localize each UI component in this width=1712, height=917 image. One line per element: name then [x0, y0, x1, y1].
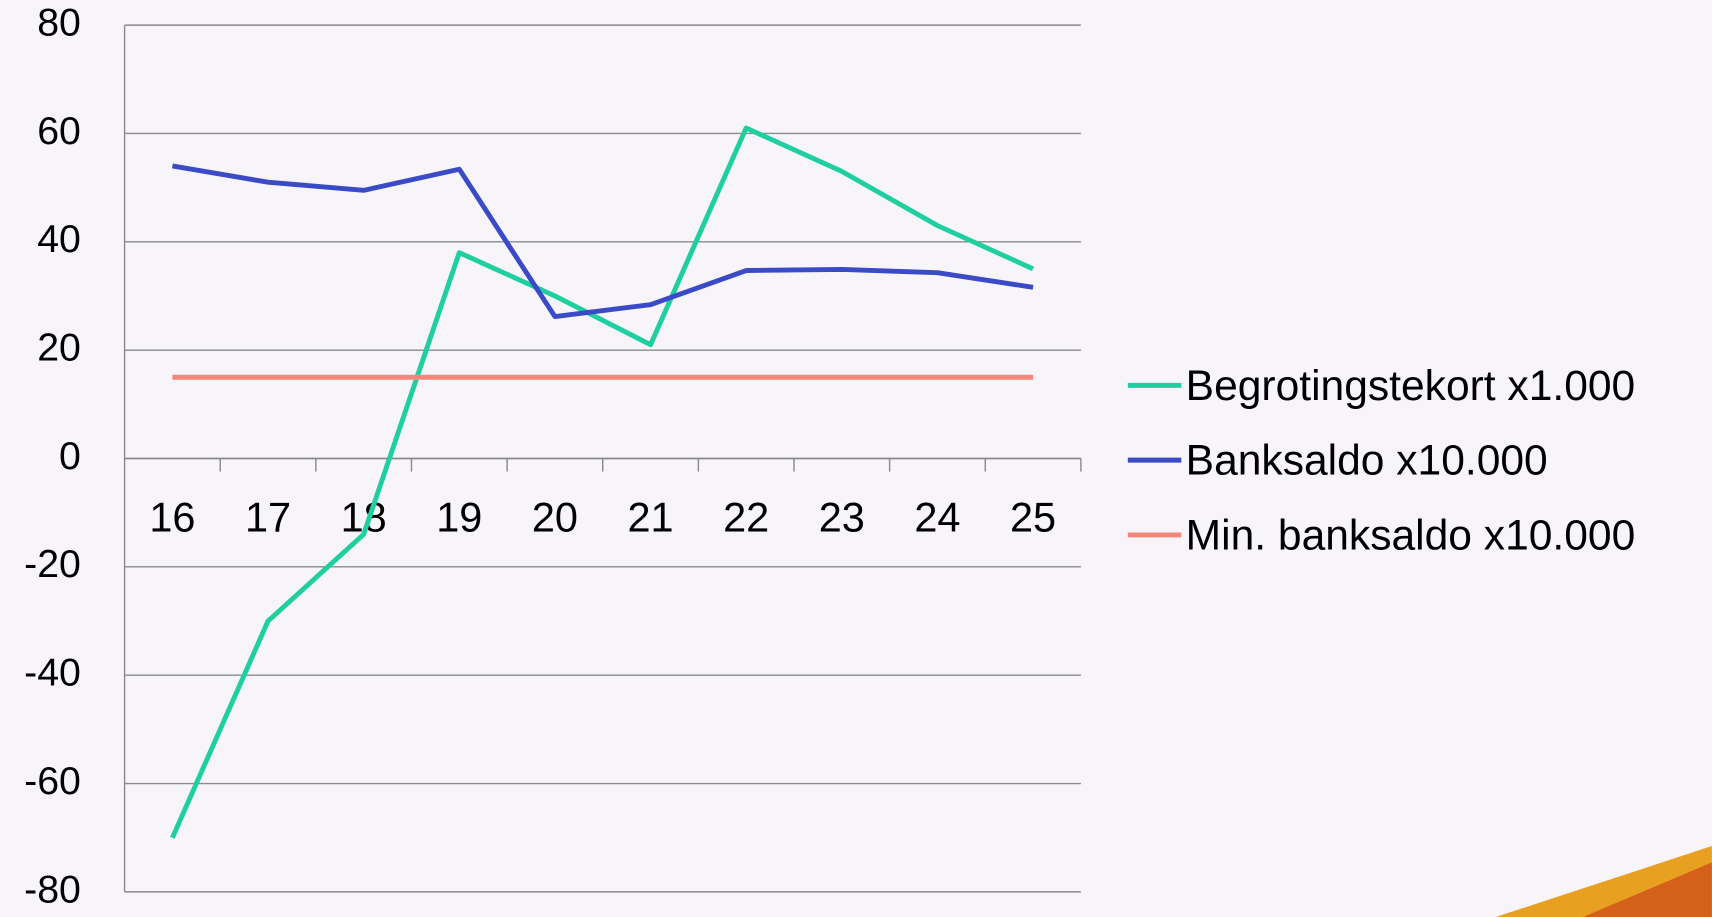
y-tick-label: -80: [24, 867, 81, 911]
y-tick-label: 80: [37, 0, 81, 44]
y-tick-label: 20: [37, 326, 81, 370]
chart: -80-60-40-200204060801617181920212223242…: [0, 0, 1712, 917]
page: -80-60-40-200204060801617181920212223242…: [0, 0, 1712, 917]
x-tick-label: 23: [819, 494, 865, 541]
x-tick-label: 16: [149, 494, 195, 541]
y-tick-label: 60: [37, 109, 81, 153]
x-tick-label: 25: [1010, 494, 1056, 541]
y-tick-label: -40: [24, 651, 81, 695]
x-tick-label: 20: [532, 494, 578, 541]
x-tick-label: 24: [914, 494, 960, 541]
y-tick-label: 0: [59, 434, 81, 478]
y-tick-label: -20: [24, 542, 81, 586]
legend-label: Banksaldo x10.000: [1186, 437, 1548, 485]
x-tick-label: 22: [723, 494, 769, 541]
y-tick-label: -60: [24, 759, 81, 803]
x-tick-label: 21: [627, 494, 673, 541]
x-tick-label: 19: [436, 494, 482, 541]
y-tick-label: 40: [37, 217, 81, 261]
x-tick-label: 17: [245, 494, 291, 541]
legend-label: Begrotingstekort x1.000: [1186, 362, 1636, 410]
legend-label: Min. banksaldo x10.000: [1186, 511, 1636, 559]
